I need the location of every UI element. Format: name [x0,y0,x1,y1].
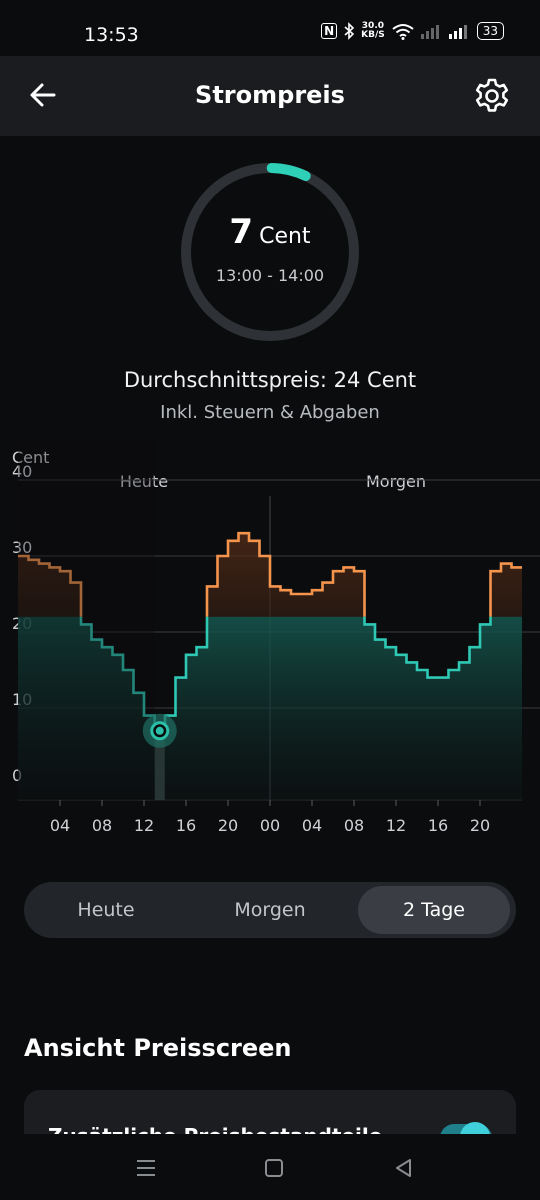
extra-price-toggle[interactable] [440,1122,492,1134]
card-label: Zusätzliche Preisbestandteile [48,1124,382,1134]
tab-2-tage[interactable]: 2 Tage [358,886,510,934]
y-tick-label: 30 [12,538,32,557]
x-tick-label: 12 [386,816,406,835]
tax-note: Inkl. Steuern & Abgaben [160,402,380,423]
toggle-knob [460,1122,490,1134]
price-chart[interactable]: Cent Heute Morgen 403020100 040812162000… [0,440,540,850]
x-tick-label: 08 [92,816,112,835]
signal-icon-2 [448,25,467,39]
x-tick-label: 12 [134,816,154,835]
signal-icon [420,25,439,39]
past-hours-overlay [18,440,155,800]
network-speed: 30.0 KB/S [361,21,385,40]
settings-card: Zusätzliche Preisbestandteile [24,1090,516,1134]
y-tick-label: 40 [12,462,32,481]
x-tick-label: 04 [50,816,70,835]
current-price-value: 7 [229,212,254,252]
wifi-icon [392,24,414,40]
price-ring [181,163,359,341]
page-title: Strompreis [195,81,345,109]
range-selector: Heute Morgen 2 Tage [24,882,516,938]
current-time-range: 13:00 - 14:00 [215,266,325,285]
x-tick-label: 16 [428,816,448,835]
current-hour-bar [154,730,165,800]
current-price-unit: Cent [259,224,311,249]
price-line-high [18,531,522,617]
day-label-tomorrow: Morgen [366,472,426,491]
x-tick-label: 08 [344,816,364,835]
average-price: Durchschnittspreis: 24 Cent [123,368,417,392]
tab-morgen[interactable]: Morgen [234,899,306,921]
x-tick-label: 04 [302,816,322,835]
current-marker-dot [155,726,164,735]
app-header: Strompreis [0,56,540,136]
x-tick-label: 00 [260,816,280,835]
current-price: 7 Cent [176,212,364,252]
price-ring-progress [266,163,311,181]
system-nav-bar [0,1134,540,1200]
y-axis-label: Cent [12,448,49,467]
x-tick-label: 16 [176,816,196,835]
back-triangle-icon[interactable] [390,1154,418,1182]
y-tick-label: 0 [12,766,22,785]
x-tick-label: 20 [470,816,490,835]
x-tick-label: 20 [218,816,238,835]
home-icon[interactable] [260,1154,288,1182]
battery-icon: 33 [476,22,504,40]
arrow-left-icon[interactable] [26,78,60,112]
price-line-low [79,616,492,733]
gear-icon[interactable] [472,76,512,116]
menu-icon[interactable] [132,1154,160,1182]
status-bar: 13:53 N 30.0 KB/S 33 [0,0,540,72]
tab-heute[interactable]: Heute [77,899,135,921]
status-icons: N 30.0 KB/S 33 [321,22,504,40]
bluetooth-icon [344,22,355,40]
status-time: 13:53 [84,24,139,46]
section-title: Ansicht Preisscreen [24,1034,292,1062]
day-label-today: Heute [120,472,168,491]
nfc-icon: N [321,23,338,39]
